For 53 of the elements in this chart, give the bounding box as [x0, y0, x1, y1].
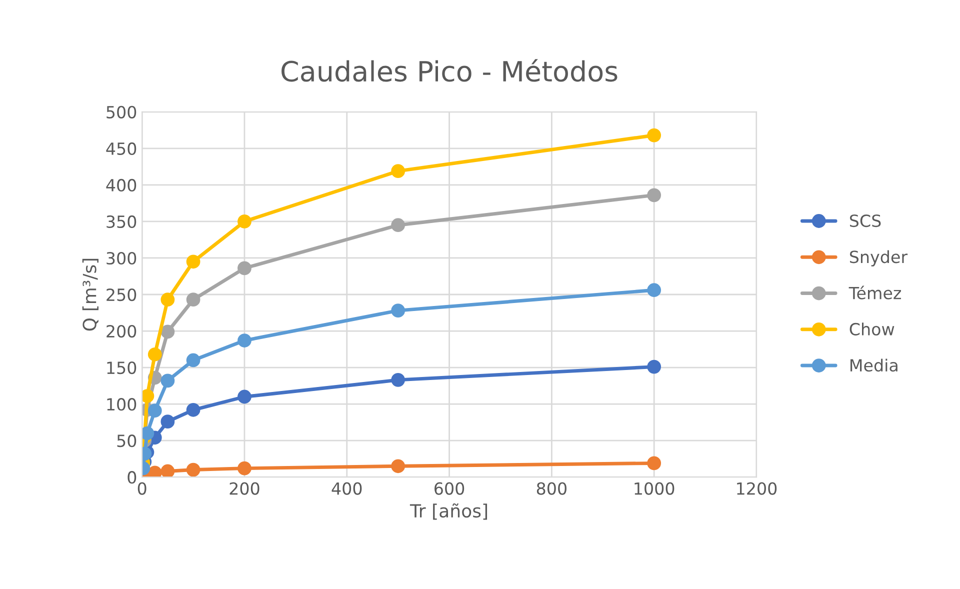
point [647, 456, 662, 470]
point [391, 304, 406, 318]
point [647, 128, 662, 142]
point [391, 373, 406, 387]
y-tick-label: 250 [106, 288, 136, 302]
point [186, 254, 200, 269]
point [186, 462, 200, 477]
point [186, 402, 200, 417]
point [186, 353, 200, 368]
point [160, 292, 175, 307]
x-tick-label: 1200 [737, 482, 777, 495]
x-tick-label: 200 [230, 482, 260, 495]
chart-title: Caudales Pico - Métodos [282, 59, 618, 82]
x-axis-title: Tr [años] [410, 503, 488, 520]
x-tick-label: 800 [536, 482, 566, 495]
y-tick-label: 450 [106, 142, 136, 155]
point [391, 459, 406, 474]
point [160, 414, 175, 429]
y-tick-label: 400 [106, 178, 136, 192]
point [647, 283, 662, 298]
point [148, 347, 162, 362]
y-axis-title: Q [m³/s] [82, 258, 98, 331]
point [160, 374, 175, 388]
x-tick-label: 0 [138, 482, 146, 495]
point [647, 360, 662, 374]
y-tick-label: 350 [106, 215, 136, 228]
legend-label: Snyder [850, 250, 908, 266]
point [148, 404, 162, 418]
point [186, 292, 200, 307]
point [238, 214, 252, 228]
x-tick-label: 400 [332, 482, 362, 495]
legend-label: SCS [850, 214, 881, 228]
legend-label: Media [850, 358, 898, 372]
y-tick-label: 100 [107, 398, 136, 411]
point [238, 390, 252, 404]
legend-label: Chow [850, 322, 894, 336]
point [160, 324, 175, 339]
point [238, 261, 252, 276]
y-tick-label: 500 [106, 106, 136, 118]
y-tick-label: 300 [106, 252, 136, 265]
point [391, 218, 406, 232]
y-tick-label: 0 [128, 471, 136, 484]
y-tick-label: 150 [107, 362, 136, 374]
point [647, 188, 662, 202]
point [238, 334, 252, 348]
y-tick-label: 50 [117, 434, 136, 448]
legend-label: Témez [848, 286, 901, 300]
point [391, 164, 406, 178]
x-tick-label: 600 [434, 482, 464, 495]
x-tick-label: 1000 [634, 482, 674, 495]
y-tick-label: 200 [106, 324, 136, 338]
point [238, 461, 252, 476]
point [160, 464, 175, 478]
